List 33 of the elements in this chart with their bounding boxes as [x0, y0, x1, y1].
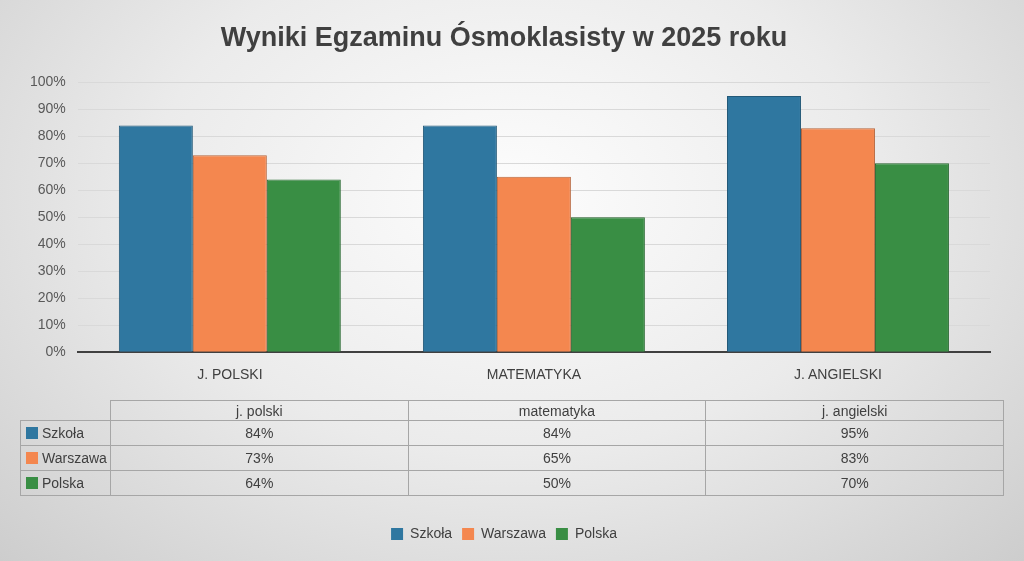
- x-tick-label: J. ANGIELSKI: [794, 366, 882, 383]
- text: matematyka: [408, 400, 706, 421]
- legend-label: Warszawa: [20, 445, 111, 471]
- text: Szkoła: [410, 524, 453, 541]
- y-tick-label: 10%: [37, 316, 66, 333]
- data-label: 83%: [705, 445, 1004, 471]
- data-label: 70%: [705, 470, 1004, 496]
- text: j. polski: [110, 400, 409, 421]
- y-tick-label: 90%: [37, 100, 66, 117]
- y-tick-label: 40%: [37, 235, 66, 252]
- y-tick-label: 70%: [37, 154, 66, 171]
- data-label: 50%: [408, 470, 706, 496]
- data-label: 95%: [705, 420, 1004, 446]
- x-tick-label: MATEMATYKA: [486, 366, 582, 383]
- data-label: 84%: [110, 420, 409, 446]
- legend-label: Szkoła: [20, 420, 111, 446]
- y-tick-label: 80%: [37, 127, 66, 144]
- y-tick-label: 30%: [37, 262, 66, 279]
- data-label: 84%: [408, 420, 706, 446]
- y-tick-label: 0%: [45, 343, 66, 360]
- text: Warszawa: [481, 524, 546, 541]
- data-label: 73%: [110, 445, 409, 471]
- text: Polska: [42, 475, 85, 492]
- chart-title: Wyniki Egzaminu Ósmoklasisty w 2025 roku: [220, 20, 788, 52]
- y-tick-label: 60%: [37, 181, 66, 198]
- legend-label: Polska: [574, 524, 618, 541]
- y-tick-label: 20%: [37, 289, 66, 306]
- data-label: 65%: [408, 445, 706, 471]
- text: j. angielski: [705, 400, 1004, 421]
- data-label: 64%: [110, 470, 409, 496]
- x-tick-label: J. POLSKI: [197, 366, 263, 383]
- y-tick-label: 50%: [37, 208, 66, 225]
- y-tick-label: 100%: [29, 73, 66, 90]
